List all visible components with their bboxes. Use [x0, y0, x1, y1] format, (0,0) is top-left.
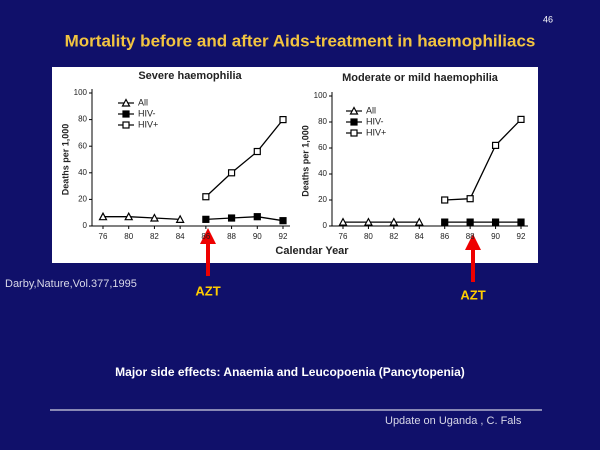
x-tick-label: 90 [253, 232, 262, 241]
arrow-head [200, 228, 216, 244]
point [253, 147, 261, 156]
legend-marker [121, 98, 131, 107]
series-line [205, 119, 284, 198]
y-tick-label: 40 [318, 169, 327, 178]
x-tick-label: 86 [440, 232, 449, 241]
legend-marker [122, 121, 130, 129]
y-tick-label: 80 [318, 117, 327, 126]
slide-title: Mortality before and after Aids-treatmen… [65, 31, 536, 50]
y-tick-label: 0 [323, 221, 328, 230]
point [149, 213, 159, 222]
chart-title: Moderate or mild haemophilia [342, 72, 499, 84]
x-tick-label: 88 [227, 232, 236, 241]
legend-marker [349, 106, 359, 115]
page-number: 46 [543, 14, 553, 24]
point [338, 217, 348, 226]
legend-marker [350, 129, 358, 137]
y-axis-label: Deaths per 1,000 [300, 125, 310, 197]
point [466, 195, 474, 203]
arrow-label: AZT [460, 287, 485, 302]
y-tick-label: 0 [83, 221, 88, 230]
y-tick-label: 60 [78, 141, 87, 150]
point [441, 218, 449, 226]
x-tick-label: 80 [124, 232, 133, 241]
point [389, 217, 399, 226]
legend-label: All [138, 97, 148, 107]
x-tick-label: 88 [466, 232, 475, 241]
point [517, 115, 525, 124]
y-tick-label: 20 [78, 195, 87, 204]
point [414, 217, 424, 226]
x-tick-label: 92 [517, 232, 526, 241]
legend-label: All [366, 105, 376, 115]
arrow-head [465, 234, 481, 250]
point [279, 217, 287, 225]
point [279, 115, 287, 124]
arrow-label: AZT [195, 283, 220, 298]
x-tick-label: 86 [201, 232, 210, 241]
y-tick-label: 60 [318, 143, 327, 152]
y-tick-label: 100 [314, 91, 328, 100]
y-tick-label: 80 [78, 115, 87, 124]
point [491, 141, 500, 149]
point [253, 213, 261, 221]
y-tick-label: 40 [78, 168, 87, 177]
legend-label: HIV- [138, 108, 156, 118]
series-line [103, 216, 181, 220]
x-tick-label: 76 [339, 232, 348, 241]
x-tick-label: 82 [150, 232, 159, 241]
legend-label: HIV+ [138, 119, 158, 129]
point [491, 218, 500, 226]
point [202, 193, 210, 201]
series-line [205, 216, 284, 222]
point [517, 218, 525, 226]
point [466, 218, 474, 226]
chart-panel [52, 67, 538, 263]
x-axis-label: Calendar Year [275, 245, 349, 257]
citation: Darby,Nature,Vol.377,1995 [5, 278, 137, 290]
x-tick-label: 80 [364, 232, 373, 241]
x-tick-label: 76 [99, 232, 108, 241]
footer: Update on Uganda , C. Fals [385, 415, 522, 427]
legend-marker [122, 110, 130, 118]
point [227, 214, 236, 222]
x-tick-label: 84 [176, 232, 185, 241]
point [98, 211, 108, 221]
y-tick-label: 100 [74, 88, 88, 97]
x-tick-label: 84 [415, 232, 424, 241]
x-tick-label: 90 [491, 232, 500, 241]
series-line [444, 118, 522, 201]
point [227, 169, 236, 177]
point [441, 196, 449, 204]
point [124, 211, 134, 221]
legend-label: HIV+ [366, 127, 386, 137]
point [202, 215, 210, 223]
y-tick-label: 20 [318, 195, 327, 204]
point [363, 217, 373, 226]
chart-title: Severe haemophilia [138, 70, 242, 82]
x-tick-label: 82 [389, 232, 398, 241]
x-tick-label: 92 [279, 232, 288, 241]
legend-marker [350, 118, 358, 126]
y-axis-label: Deaths per 1,000 [60, 124, 70, 196]
point [175, 214, 185, 223]
note: Major side effects: Anaemia and Leucopoe… [115, 365, 465, 379]
legend-label: HIV- [366, 116, 384, 126]
